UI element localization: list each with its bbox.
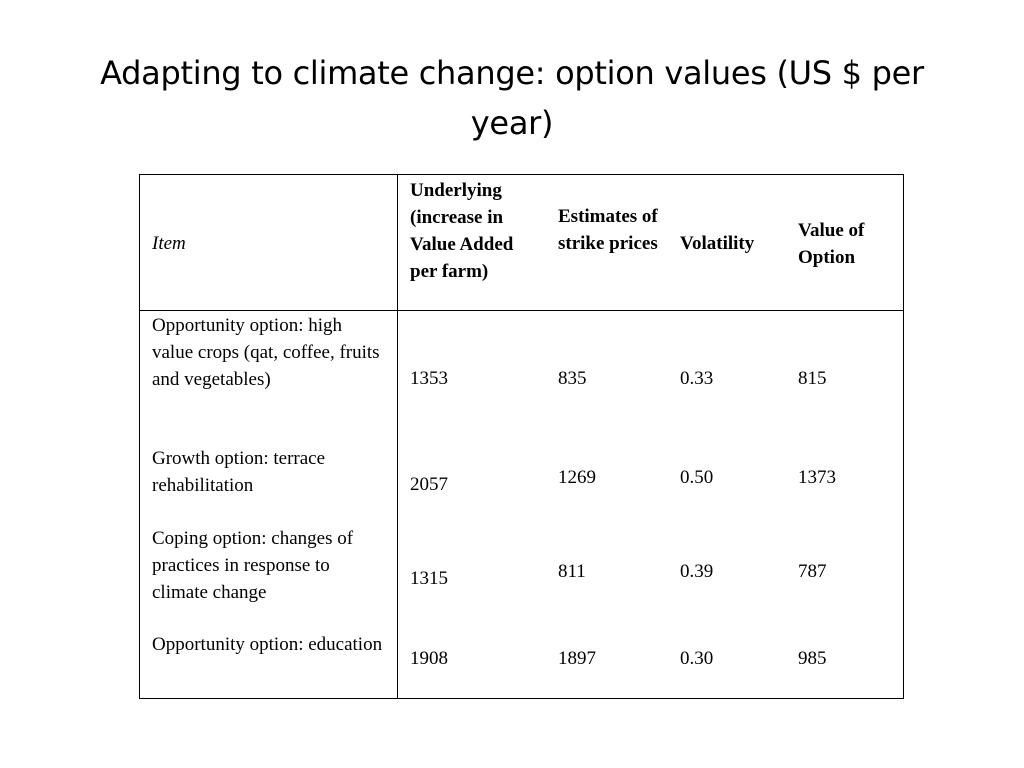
row-4-underlying: 1908: [410, 648, 448, 669]
row-3-volatility: 0.39: [680, 561, 714, 582]
row-2-item: Growth option: terrace rehabilitation: [152, 448, 326, 496]
row-2-volatility: 0.50: [680, 467, 714, 488]
header-underlying: Underlying (increase in Value Added per …: [410, 180, 514, 282]
row-1-item: Opportunity option: high value crops (qa…: [152, 315, 380, 390]
row-2-underlying: 2057: [410, 474, 448, 495]
row-4-item: Opportunity option: education: [152, 634, 383, 655]
row-2-strike: 1269: [558, 467, 596, 488]
row-2-option-value: 1373: [798, 467, 836, 488]
row-1-underlying: 1353: [410, 368, 448, 389]
header-item: Item: [152, 233, 186, 254]
row-3-option-value: 787: [798, 561, 827, 582]
header-volatility: Volatility: [680, 233, 755, 254]
header-divider: [140, 310, 903, 311]
row-3-item: Coping option: changes of practices in r…: [152, 528, 354, 603]
option-values-table: Item Underlying (increase in Value Added…: [139, 174, 904, 699]
row-4-volatility: 0.30: [680, 648, 714, 669]
row-3-underlying: 1315: [410, 568, 448, 589]
row-4-option-value: 985: [798, 648, 827, 669]
header-option-value: Value of Option: [798, 220, 865, 268]
row-1-strike: 835: [558, 368, 587, 389]
slide-title: Adapting to climate change: option value…: [100, 54, 924, 142]
row-4-strike: 1897: [558, 648, 596, 669]
item-column-divider: [397, 175, 398, 698]
header-strike-prices: Estimates of strike prices: [558, 206, 658, 254]
row-3-strike: 811: [558, 561, 586, 582]
row-1-volatility: 0.33: [680, 368, 714, 389]
row-1-option-value: 815: [798, 368, 827, 389]
